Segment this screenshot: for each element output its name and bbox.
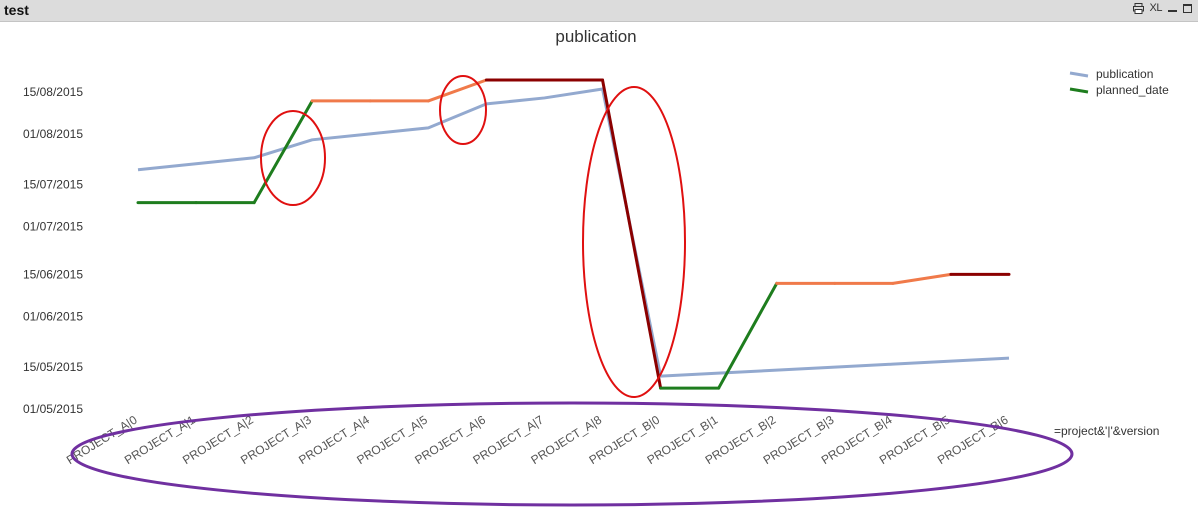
- legend-swatch: [1069, 87, 1089, 94]
- legend-swatch: [1069, 71, 1089, 78]
- legend-label: planned_date: [1096, 83, 1169, 97]
- y-tick-label: 01/05/2015: [23, 402, 83, 416]
- printer-icon[interactable]: [1132, 2, 1144, 14]
- y-tick-label: 15/07/2015: [23, 178, 83, 192]
- y-tick-label: 01/06/2015: [23, 309, 83, 323]
- y-tick-label: 15/05/2015: [23, 360, 83, 374]
- chart-legend: publication planned_date: [1069, 67, 1169, 97]
- window-title: test: [4, 2, 29, 18]
- x-dimension-label: =project&'|'&version: [1054, 424, 1159, 438]
- series-segment-planned_date: [717, 281, 779, 390]
- window-controls: XL: [1132, 2, 1192, 14]
- send-to-excel-button[interactable]: XL: [1149, 2, 1163, 14]
- series-layer: [136, 78, 1011, 390]
- window-titlebar: test XL: [0, 0, 1198, 22]
- y-tick-label: 01/07/2015: [23, 220, 83, 234]
- axis-highlight-ellipse: [70, 401, 1074, 507]
- highlight-ellipse: [260, 110, 326, 206]
- y-tick-label: 15/08/2015: [23, 85, 83, 99]
- maximize-icon[interactable]: [1183, 4, 1192, 13]
- y-tick-label: 01/08/2015: [23, 127, 83, 141]
- minimize-icon[interactable]: [1168, 3, 1177, 13]
- chart-title: publication: [555, 27, 636, 46]
- y-tick-label: 15/06/2015: [23, 267, 83, 281]
- y-axis-ticks: 01/05/2015 15/05/2015 01/06/2015 15/06/2015…: [23, 85, 83, 416]
- series-line-publication: [137, 87, 1010, 378]
- series-segment-planned_date: [891, 272, 953, 285]
- chart-area: publication 01/05/2015 15/05/2015 01/06/20…: [0, 22, 1198, 512]
- highlight-ellipse: [582, 86, 686, 398]
- series-segment-planned_date: [601, 78, 663, 390]
- line-chart: publication 01/05/2015 15/05/2015 01/06/20…: [23, 27, 1169, 507]
- highlight-ellipse: [439, 75, 487, 145]
- legend-label: publication: [1096, 67, 1153, 81]
- annotations-layer: [70, 75, 1074, 507]
- series-segment-planned_date: [252, 99, 314, 205]
